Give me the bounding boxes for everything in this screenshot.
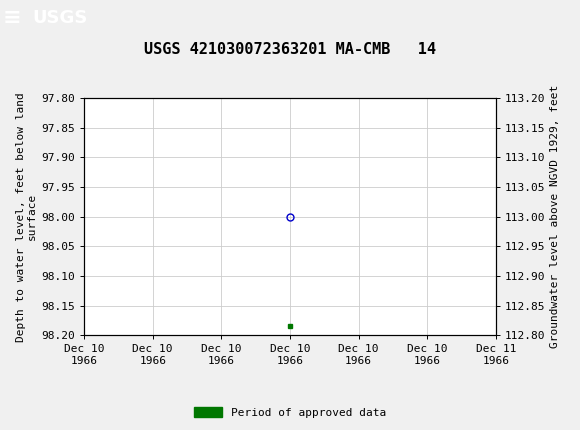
Y-axis label: Depth to water level, feet below land
surface: Depth to water level, feet below land su…: [16, 92, 37, 341]
Text: USGS: USGS: [32, 9, 87, 27]
Legend: Period of approved data: Period of approved data: [190, 403, 390, 422]
Text: USGS 421030072363201 MA-CMB   14: USGS 421030072363201 MA-CMB 14: [144, 42, 436, 57]
Text: ≡: ≡: [3, 8, 21, 28]
Y-axis label: Groundwater level above NGVD 1929, feet: Groundwater level above NGVD 1929, feet: [550, 85, 560, 348]
